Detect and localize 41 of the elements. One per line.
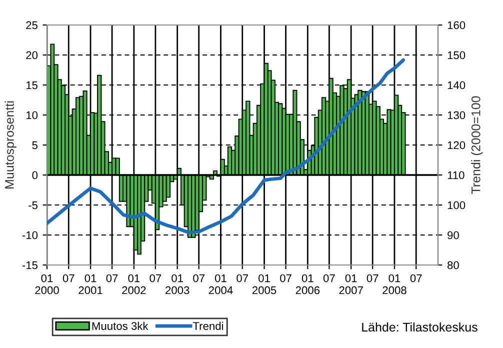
y-tick-label: -15 [22,261,38,270]
x-tick-label: 01 2001 [78,274,102,294]
y2-axis-title: Trendi (2000=100 [471,96,483,194]
x-tick-label: 07 [366,274,378,282]
x-tick-label: 01 2004 [208,274,233,294]
y2-tick-label: 90 [448,231,459,240]
y2-tick-label: 100 [448,201,466,210]
y-tick-label: 25 [26,21,38,30]
y-tick-label: -10 [22,231,38,240]
x-tick-label: 01 2005 [252,274,276,294]
y-tick-label: 15 [26,81,38,90]
x-tick-label: 07 [106,274,118,282]
x-tick-label: 01 2007 [339,274,363,294]
legend-label: Muutos 3kk [92,322,148,330]
x-tick-label: 07 [62,274,74,282]
y-tick-label: -5 [28,201,38,210]
x-tick-label: 07 [150,274,162,282]
x-tick-label: 01 2008 [382,274,406,294]
y2-tick-label: 110 [448,171,464,180]
x-tick-label: 07 [236,274,248,282]
y-tick-label: 0 [32,171,38,180]
x-tick-label: 01 2000 [35,274,59,294]
x-tick-label: 01 2002 [122,274,146,294]
y2-tick-label: 150 [448,51,466,60]
y2-tick-label: 120 [448,141,466,150]
x-tick-label: 01 2006 [296,274,320,294]
y-tick-label: 5 [32,141,38,150]
y-axis-title: Muutosprosentti [4,101,16,188]
x-tick-label: 07 [410,274,422,282]
legend-label: Trendi [192,322,224,330]
y-tick-label: 20 [26,51,38,60]
x-tick-label: 01 2003 [166,274,190,294]
x-tick-label: 07 [323,274,335,282]
y2-tick-label: 80 [448,261,459,270]
y2-tick-label: 140 [448,81,466,90]
y-tick-label: 10 [26,111,38,120]
text: Lähde: Tilastokeskus [362,322,478,332]
y2-tick-label: 160 [448,21,466,30]
x-tick-label: 07 [280,274,292,282]
x-tick-label: 07 [193,274,204,282]
y2-tick-label: 130 [448,111,466,120]
